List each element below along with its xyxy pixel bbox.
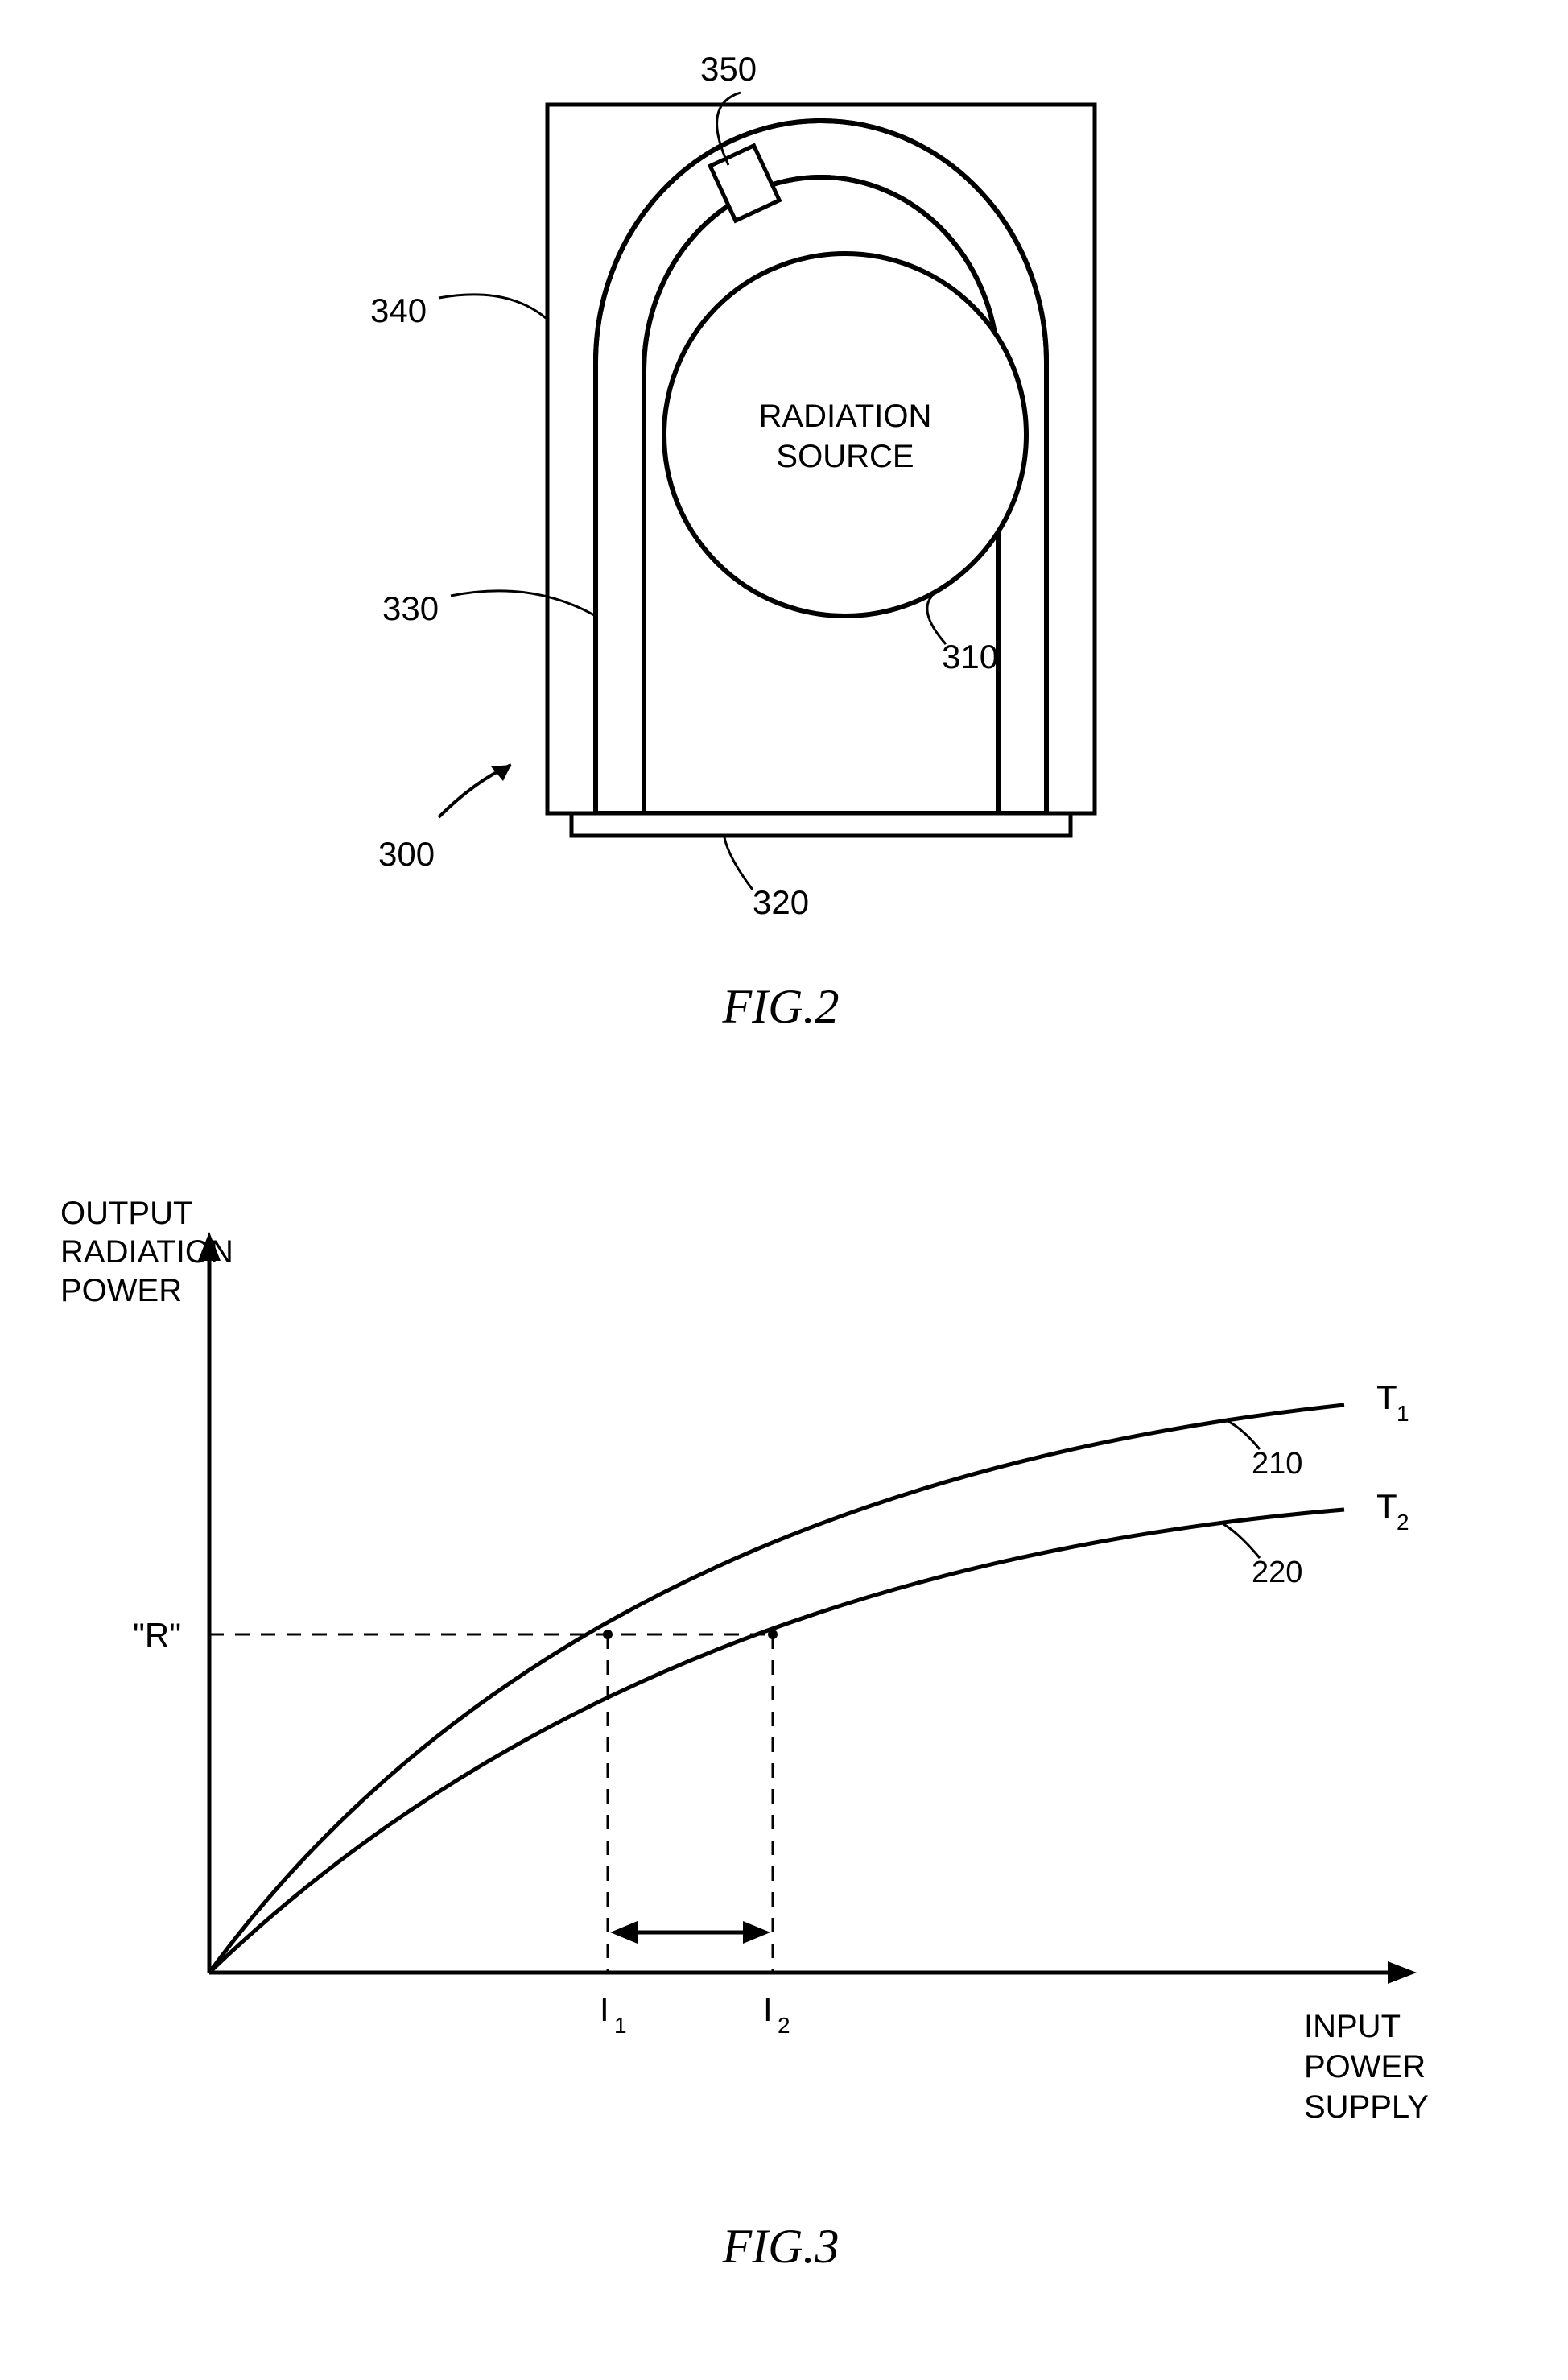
radiation-source-text-1: RADIATION [759,399,932,434]
i-span-arrow-right [743,1921,770,1944]
x-axis-label-1: INPUT [1304,2009,1401,2044]
label-340: 340 [370,291,427,329]
y-axis-label-1: OUTPUT [60,1196,192,1231]
t1-label: T [1376,1378,1397,1416]
x-axis-arrow [1388,1961,1417,1984]
base-bar-320 [571,813,1071,836]
fig2-diagram: RADIATION SOURCE 350 340 330 310 320 300… [0,0,1568,1087]
dot-i2 [768,1630,778,1639]
i2-label: I [763,1990,773,2028]
x-axis-label-2: POWER [1304,2049,1426,2085]
leader-220 [1223,1524,1260,1558]
r-label: "R" [133,1616,181,1654]
t2-sub: 2 [1397,1510,1409,1535]
radiation-source-text-2: SOURCE [776,439,914,474]
label-330: 330 [382,589,439,627]
fig3-title: FIG.3 [722,2220,840,2273]
y-axis-label-3: POWER [60,1273,182,1308]
t2-label: T [1376,1487,1397,1525]
label-300: 300 [378,835,435,873]
leader-320 [724,837,753,890]
curve-t2 [209,1510,1344,1973]
t1-sub: 1 [1397,1401,1409,1426]
i-span-arrow-left [610,1921,638,1944]
label-210: 210 [1252,1447,1302,1481]
x-axis-label-3: SUPPLY [1304,2089,1429,2125]
radiation-source-circle [664,254,1026,616]
leader-310 [927,596,946,644]
label-310: 310 [942,638,998,676]
i2-sub: 2 [778,2013,790,2038]
label-350: 350 [700,50,757,88]
leader-210 [1223,1419,1260,1449]
y-axis-label-2: RADIATION [60,1234,233,1270]
dot-i1 [603,1630,613,1639]
leader-340 [439,295,546,318]
i1-sub: 1 [614,2013,627,2038]
label-220: 220 [1252,1556,1302,1589]
label-320: 320 [753,883,809,921]
curve-t1 [209,1405,1344,1973]
leader-330 [451,591,596,616]
fig2-title: FIG.2 [722,980,840,1033]
i1-label: I [600,1990,609,2028]
fig3-chart: OUTPUT RADIATION POWER INPUT POWER SUPPL… [0,1087,1568,2380]
